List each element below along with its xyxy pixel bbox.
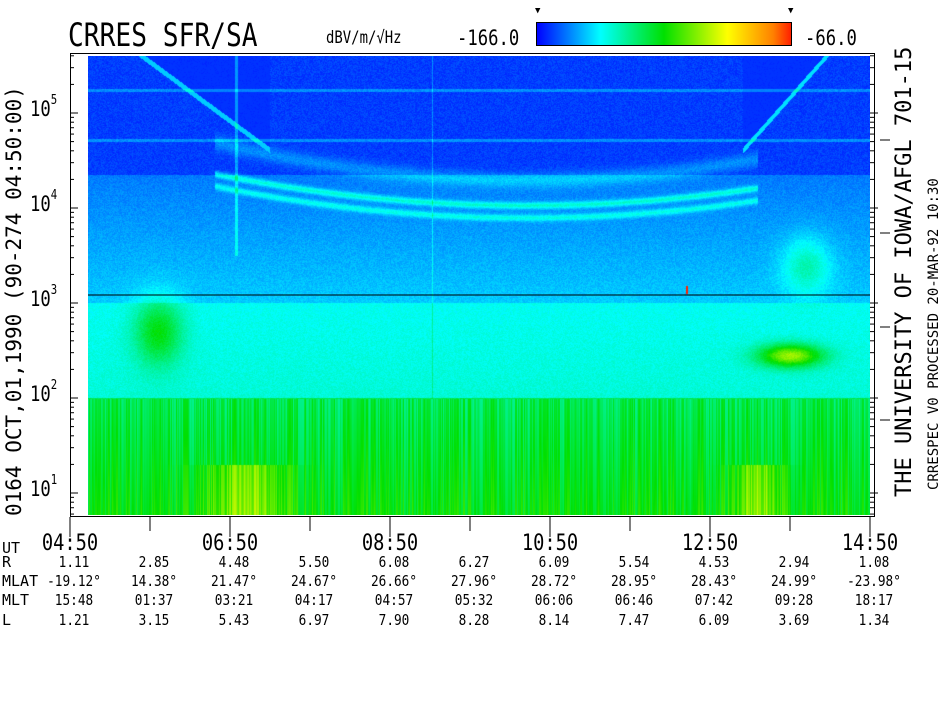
y-tick-base: 10 xyxy=(30,477,51,501)
ephemeris-value: 3.69 xyxy=(778,611,810,629)
y-tick-exponent: 2 xyxy=(50,378,58,393)
ephemeris-value: 28.95° xyxy=(610,572,658,590)
y-tick-label: 105 xyxy=(30,93,57,121)
ephemeris-value: 7.90 xyxy=(378,611,410,629)
ephemeris-value: 6.27 xyxy=(458,553,490,571)
ephemeris-value: 28.43° xyxy=(690,572,738,590)
x-tick-label: 12:50 xyxy=(681,531,739,556)
institution-label: THE UNIVERSITY OF IOWA/AFGL 701-15 xyxy=(892,46,917,497)
colorbar-max-marker-icon: ▼ xyxy=(788,6,794,16)
y-tick-exponent: 3 xyxy=(50,283,58,298)
x-tick-label: 10:50 xyxy=(521,531,579,556)
ephemeris-value: 5.43 xyxy=(218,611,250,629)
ephemeris-value: 8.14 xyxy=(538,611,570,629)
ephemeris-value: 09:28 xyxy=(774,591,814,609)
y-tick-label: 101 xyxy=(30,473,57,501)
x-tick-label: 04:50 xyxy=(41,531,99,556)
colorbar-min: -166.0 xyxy=(457,26,520,50)
ephemeris-value: 2.94 xyxy=(778,553,810,571)
ephemeris-value: 04:17 xyxy=(294,591,334,609)
y-tick-label: 103 xyxy=(30,283,57,311)
ephemeris-value: 6.09 xyxy=(698,611,730,629)
ephemeris-value: 1.08 xyxy=(858,553,890,571)
ephemeris-value: 04:57 xyxy=(374,591,414,609)
ephemeris-value: 05:32 xyxy=(454,591,494,609)
row-label: UT xyxy=(2,539,21,557)
y-tick-exponent: 1 xyxy=(50,473,58,488)
ephemeris-value: 06:46 xyxy=(614,591,654,609)
x-tick-label: 06:50 xyxy=(201,531,259,556)
orbit-date-label: 0164 OCT,01,1990 (90-274 04:50:00) xyxy=(2,86,26,516)
ephemeris-value: 1.21 xyxy=(58,611,90,629)
ephemeris-value: 3.15 xyxy=(138,611,170,629)
ephemeris-value: 24.67° xyxy=(290,572,338,590)
ephemeris-value: 15:48 xyxy=(54,591,94,609)
y-tick-base: 10 xyxy=(30,97,51,121)
ephemeris-value: 6.09 xyxy=(538,553,570,571)
ephemeris-value: 21.47° xyxy=(210,572,258,590)
ephemeris-value: 24.99° xyxy=(770,572,818,590)
processing-label: CRRESPEC V0 PROCESSED 20-MAR-92 10:30 xyxy=(926,178,942,490)
y-tick-base: 10 xyxy=(30,287,51,311)
y-tick-label: 102 xyxy=(30,378,57,406)
y-tick-base: 10 xyxy=(30,382,51,406)
ephemeris-value: 4.53 xyxy=(698,553,730,571)
ephemeris-value: 27.96° xyxy=(450,572,498,590)
ephemeris-value: 5.54 xyxy=(618,553,650,571)
ephemeris-value: 01:37 xyxy=(134,591,174,609)
y-tick-base: 10 xyxy=(30,192,51,216)
row-label: MLT xyxy=(2,591,30,609)
x-tick-label: 14:50 xyxy=(841,531,899,556)
ephemeris-value: 4.48 xyxy=(218,553,250,571)
ephemeris-value: -23.98° xyxy=(847,572,901,590)
row-label: R xyxy=(2,553,12,571)
ephemeris-value: 6.08 xyxy=(378,553,410,571)
colorbar xyxy=(536,22,792,46)
row-label: L xyxy=(2,611,12,629)
ephemeris-value: 8.28 xyxy=(458,611,490,629)
ephemeris-value: 1.11 xyxy=(58,553,90,571)
ephemeris-value: -19.12° xyxy=(47,572,101,590)
y-tick-exponent: 5 xyxy=(50,93,58,108)
ephemeris-value: 06:06 xyxy=(534,591,574,609)
x-tick-label: 08:50 xyxy=(361,531,419,556)
ephemeris-value: 28.72° xyxy=(530,572,578,590)
spectrogram-image xyxy=(88,56,870,515)
colorbar-units: dBV/m/√Hz xyxy=(326,28,402,48)
y-tick-exponent: 4 xyxy=(50,188,58,203)
ephemeris-value: 07:42 xyxy=(694,591,734,609)
row-label: MLAT xyxy=(2,572,39,590)
colorbar-min-marker-icon: ▼ xyxy=(535,6,541,16)
plot-frame xyxy=(70,53,875,517)
ephemeris-value: 26.66° xyxy=(370,572,418,590)
ephemeris-value: 5.50 xyxy=(298,553,330,571)
ephemeris-value: 03:21 xyxy=(214,591,254,609)
figure-title: CRRES SFR/SA xyxy=(68,16,258,54)
ephemeris-value: 1.34 xyxy=(858,611,890,629)
ephemeris-value: 14.38° xyxy=(130,572,178,590)
y-tick-label: 104 xyxy=(30,188,57,216)
ephemeris-value: 2.85 xyxy=(138,553,170,571)
ephemeris-value: 6.97 xyxy=(298,611,330,629)
ephemeris-value: 7.47 xyxy=(618,611,650,629)
ephemeris-value: 18:17 xyxy=(854,591,894,609)
colorbar-max: -66.0 xyxy=(805,26,857,50)
